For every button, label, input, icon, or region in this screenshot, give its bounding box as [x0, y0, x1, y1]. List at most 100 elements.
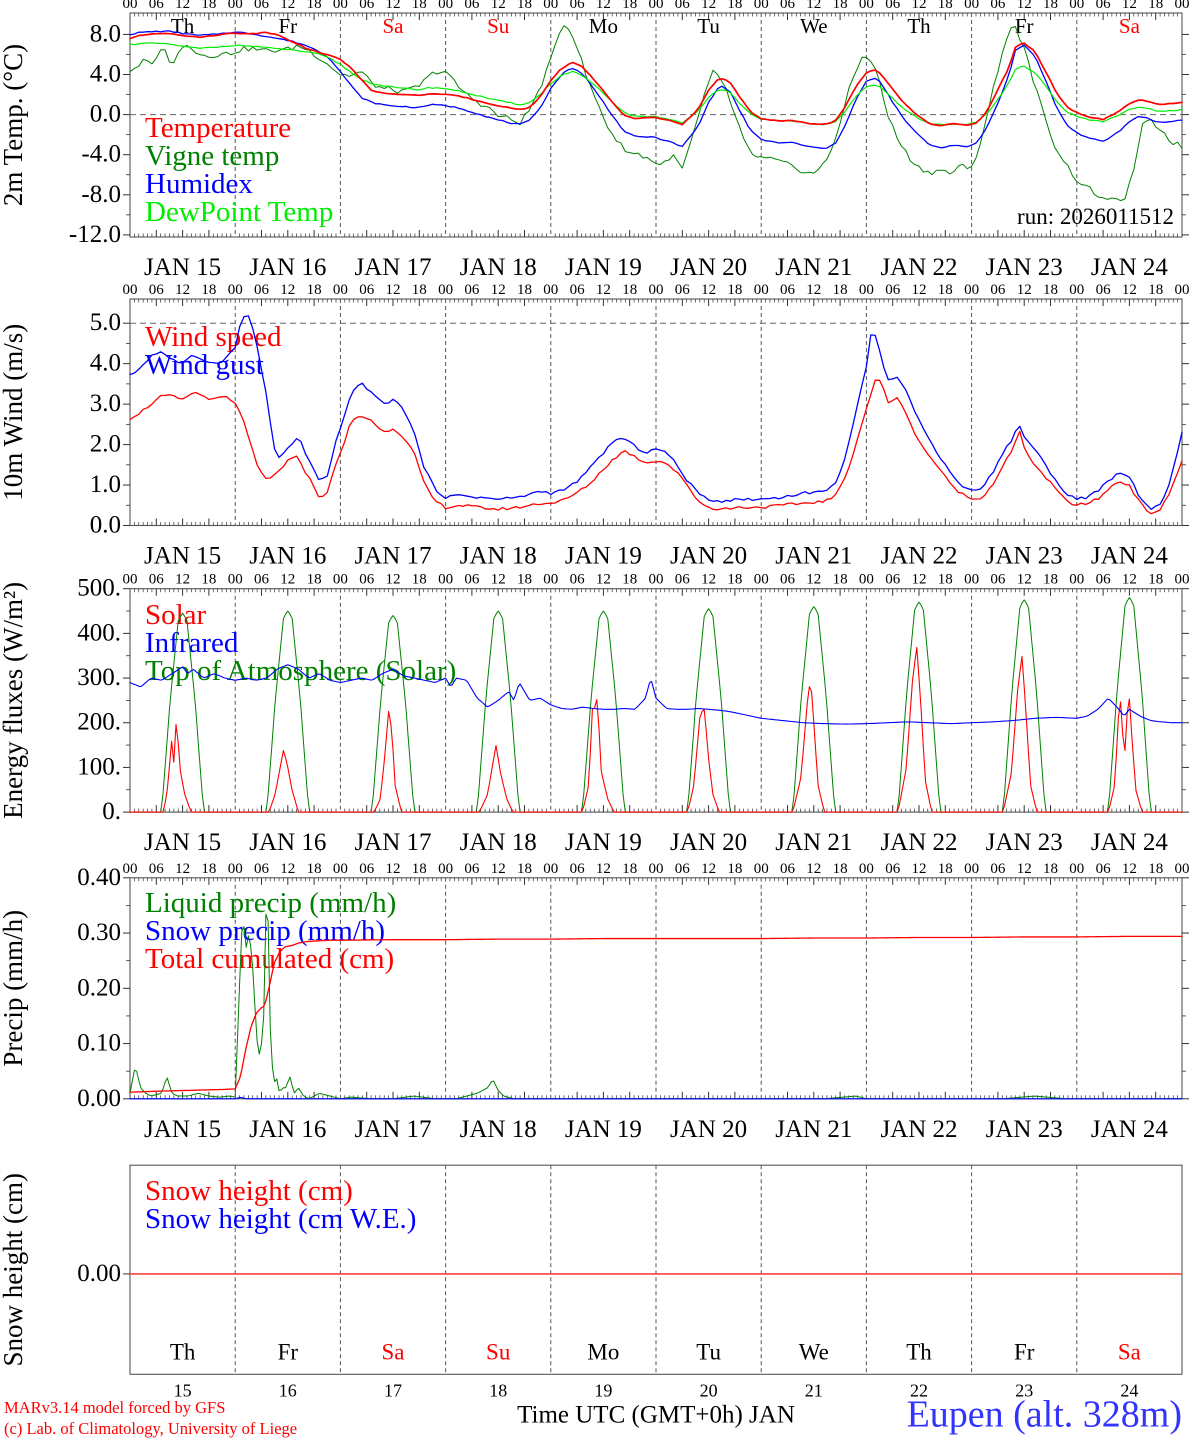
svg-text:00: 00 — [438, 282, 453, 298]
svg-text:18: 18 — [517, 0, 532, 12]
svg-text:18: 18 — [622, 282, 637, 298]
svg-text:12: 12 — [491, 572, 506, 588]
svg-text:17: 17 — [384, 1380, 402, 1400]
svg-text:18: 18 — [833, 861, 848, 877]
svg-text:18: 18 — [201, 861, 216, 877]
svg-text:06: 06 — [1096, 0, 1112, 12]
svg-text:2.0: 2.0 — [90, 431, 121, 458]
svg-text:12: 12 — [806, 282, 821, 298]
svg-text:06: 06 — [254, 282, 270, 298]
svg-text:00: 00 — [1069, 861, 1084, 877]
svg-text:Fr: Fr — [278, 1339, 299, 1364]
svg-text:06: 06 — [254, 0, 270, 12]
svg-text:06: 06 — [885, 0, 901, 12]
svg-text:Sa: Sa — [1119, 14, 1141, 38]
svg-text:18: 18 — [1043, 282, 1058, 298]
svg-text:12: 12 — [280, 282, 295, 298]
svg-text:00: 00 — [649, 572, 664, 588]
svg-text:15: 15 — [174, 1380, 192, 1400]
svg-text:Fr: Fr — [1014, 1339, 1035, 1364]
svg-text:12: 12 — [280, 861, 295, 877]
svg-text:0.20: 0.20 — [77, 974, 121, 1001]
svg-text:00: 00 — [649, 861, 664, 877]
svg-text:06: 06 — [149, 572, 165, 588]
svg-text:12: 12 — [280, 572, 295, 588]
svg-text:18: 18 — [307, 861, 322, 877]
svg-text:Fr: Fr — [278, 14, 297, 38]
svg-text:18: 18 — [412, 861, 427, 877]
svg-text:12: 12 — [1017, 282, 1032, 298]
svg-text:00: 00 — [754, 282, 769, 298]
svg-text:06: 06 — [359, 861, 375, 877]
svg-text:JAN 15: JAN 15 — [144, 254, 221, 281]
svg-text:00: 00 — [964, 572, 979, 588]
svg-text:12: 12 — [386, 572, 401, 588]
svg-text:06: 06 — [780, 572, 796, 588]
svg-text:18: 18 — [201, 0, 216, 12]
svg-text:00: 00 — [1069, 572, 1084, 588]
svg-text:06: 06 — [780, 861, 796, 877]
svg-text:JAN 18: JAN 18 — [460, 543, 537, 570]
svg-text:00: 00 — [543, 861, 558, 877]
svg-text:00: 00 — [333, 0, 348, 12]
svg-text:06: 06 — [359, 572, 375, 588]
svg-text:12: 12 — [491, 861, 506, 877]
svg-text:12: 12 — [912, 282, 927, 298]
svg-text:06: 06 — [464, 282, 480, 298]
svg-text:00: 00 — [228, 282, 243, 298]
svg-text:18: 18 — [1148, 0, 1163, 12]
svg-text:00: 00 — [1175, 0, 1190, 12]
svg-text:18: 18 — [517, 861, 532, 877]
svg-text:12: 12 — [491, 0, 506, 12]
svg-text:JAN 19: JAN 19 — [565, 829, 642, 856]
svg-text:JAN 24: JAN 24 — [1091, 829, 1169, 856]
svg-text:00: 00 — [543, 572, 558, 588]
svg-text:06: 06 — [675, 0, 691, 12]
svg-text:JAN 17: JAN 17 — [354, 1116, 431, 1143]
svg-text:00: 00 — [228, 572, 243, 588]
svg-text:JAN 21: JAN 21 — [775, 829, 852, 856]
svg-text:Energy fluxes (W/m²): Energy fluxes (W/m²) — [0, 582, 28, 819]
svg-text:00: 00 — [1175, 861, 1190, 877]
svg-text:JAN 18: JAN 18 — [460, 1116, 537, 1143]
svg-text:JAN 22: JAN 22 — [880, 829, 957, 856]
svg-text:JAN 15: JAN 15 — [144, 829, 221, 856]
svg-text:Total cumulated (cm): Total cumulated (cm) — [145, 943, 394, 975]
svg-text:8.0: 8.0 — [90, 20, 121, 47]
svg-text:0.: 0. — [102, 798, 121, 825]
svg-text:JAN 21: JAN 21 — [775, 1116, 852, 1143]
svg-text:18: 18 — [622, 861, 637, 877]
svg-text:Snow height (cm W.E.): Snow height (cm W.E.) — [145, 1203, 416, 1235]
svg-text:00: 00 — [859, 0, 874, 12]
svg-text:18: 18 — [727, 572, 742, 588]
svg-text:06: 06 — [780, 0, 796, 12]
svg-text:JAN 16: JAN 16 — [249, 1116, 326, 1143]
svg-text:JAN 22: JAN 22 — [880, 254, 957, 281]
svg-text:10m Wind (m/s): 10m Wind (m/s) — [0, 324, 28, 501]
svg-text:00: 00 — [754, 861, 769, 877]
svg-text:Sa: Sa — [382, 1339, 405, 1364]
svg-text:JAN 17: JAN 17 — [354, 543, 431, 570]
svg-text:06: 06 — [990, 572, 1006, 588]
svg-text:0.10: 0.10 — [77, 1030, 121, 1057]
svg-text:00: 00 — [859, 282, 874, 298]
svg-text:00: 00 — [754, 0, 769, 12]
svg-text:06: 06 — [464, 572, 480, 588]
svg-text:0.00: 0.00 — [77, 1260, 121, 1287]
svg-text:18: 18 — [1148, 572, 1163, 588]
svg-text:18: 18 — [307, 0, 322, 12]
svg-text:18: 18 — [938, 572, 953, 588]
svg-text:00: 00 — [228, 861, 243, 877]
svg-text:06: 06 — [464, 0, 480, 12]
svg-text:4.0: 4.0 — [90, 61, 121, 88]
svg-text:06: 06 — [359, 0, 375, 12]
svg-text:12: 12 — [596, 572, 611, 588]
svg-text:06: 06 — [359, 282, 375, 298]
svg-text:run: 2026011512: run: 2026011512 — [1017, 204, 1174, 229]
svg-text:00: 00 — [438, 861, 453, 877]
svg-text:400.: 400. — [77, 619, 121, 646]
svg-text:12: 12 — [175, 861, 190, 877]
svg-text:We: We — [800, 14, 827, 38]
svg-text:18: 18 — [727, 861, 742, 877]
svg-text:300.: 300. — [77, 664, 121, 691]
